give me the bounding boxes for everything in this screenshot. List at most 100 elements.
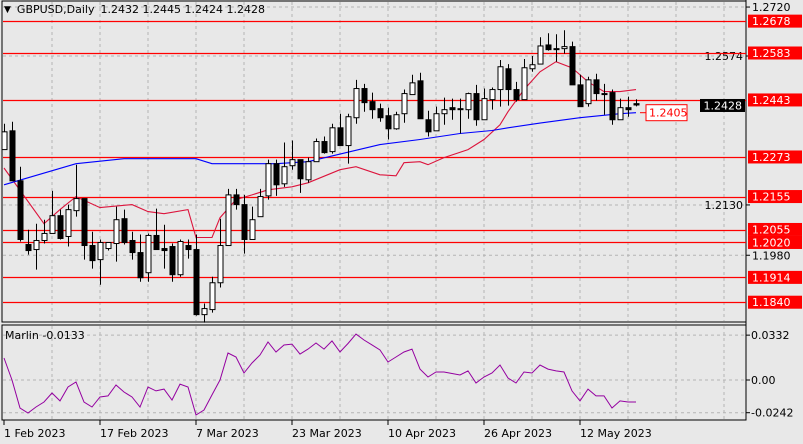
date-label: 12 May 2023 bbox=[580, 427, 652, 440]
candle-body-bearish bbox=[609, 92, 616, 121]
candle bbox=[105, 242, 112, 251]
candle-body-bearish bbox=[233, 194, 240, 206]
candle bbox=[185, 239, 192, 259]
candle bbox=[145, 233, 152, 282]
date-label: 17 Feb 2023 bbox=[100, 427, 168, 440]
candle bbox=[513, 81, 520, 102]
candle bbox=[249, 206, 256, 240]
open-price: 1.2432 bbox=[100, 3, 139, 16]
candle bbox=[353, 79, 360, 124]
level-price-badge bbox=[748, 150, 802, 164]
price-tick-label: 1.2720 bbox=[752, 1, 791, 14]
candle bbox=[9, 121, 16, 182]
candle-body-bearish bbox=[425, 119, 432, 133]
candle-body-bearish bbox=[121, 218, 128, 244]
candle bbox=[225, 188, 232, 247]
level-price-label: 1.2020 bbox=[752, 236, 791, 249]
candle bbox=[377, 103, 384, 122]
candle bbox=[433, 106, 440, 132]
candle bbox=[49, 190, 56, 234]
level-price-badge bbox=[748, 235, 802, 249]
chart-header: ▼ GBPUSD,Daily 1.2432 1.2445 1.2424 1.24… bbox=[4, 3, 265, 16]
candle bbox=[561, 30, 568, 54]
level-price-label: 1.1914 bbox=[752, 271, 791, 284]
level-price-badge bbox=[748, 46, 802, 60]
level-price-badge bbox=[748, 93, 802, 107]
candle bbox=[177, 239, 184, 277]
oscillator-line bbox=[3, 333, 636, 416]
candle-body-bullish bbox=[313, 141, 320, 163]
candle bbox=[257, 188, 264, 218]
level-price-label: 1.2583 bbox=[752, 47, 791, 60]
candle bbox=[1, 123, 8, 151]
date-label: 10 Apr 2023 bbox=[388, 427, 456, 440]
candle-body-bullish bbox=[33, 239, 40, 251]
candle bbox=[113, 206, 120, 262]
candle-body-bearish bbox=[321, 141, 328, 154]
candle-body-bearish bbox=[297, 159, 304, 180]
candle-body-bullish bbox=[65, 209, 72, 237]
candle-body-bullish bbox=[457, 108, 464, 111]
candle-body-bearish bbox=[385, 115, 392, 130]
candle-body-bullish bbox=[73, 198, 80, 212]
candle-body-bearish bbox=[9, 130, 16, 182]
candle bbox=[609, 89, 616, 125]
candle bbox=[89, 231, 96, 269]
current-price-badge bbox=[700, 98, 745, 112]
candle-body-bearish bbox=[273, 163, 280, 186]
candle bbox=[569, 41, 576, 86]
candle-body-bearish bbox=[417, 80, 424, 120]
candle-body-bullish bbox=[553, 48, 560, 51]
candle bbox=[297, 159, 304, 193]
date-label: 1 Feb 2023 bbox=[4, 427, 65, 440]
candle bbox=[137, 234, 144, 282]
level-price-label: 1.1840 bbox=[752, 296, 791, 309]
candle-body-bearish bbox=[153, 234, 160, 251]
oscillator-tick-label: 0.0332 bbox=[751, 329, 790, 342]
candle bbox=[449, 98, 456, 120]
candle-body-bearish bbox=[129, 239, 136, 254]
candle bbox=[233, 188, 240, 210]
candle-body-bullish bbox=[441, 109, 448, 115]
candle-body-bearish bbox=[505, 68, 512, 91]
candle-body-bullish bbox=[393, 114, 400, 130]
price-tick-label: 1.2574 bbox=[705, 50, 744, 63]
oscillator-tick-label: 0.00 bbox=[751, 374, 776, 387]
candle bbox=[209, 276, 216, 313]
candle bbox=[385, 107, 392, 140]
candle bbox=[273, 159, 280, 196]
low-price: 1.2424 bbox=[184, 3, 223, 16]
date-label: 23 Mar 2023 bbox=[292, 427, 362, 440]
current-price-label: 1.2428 bbox=[704, 99, 743, 112]
candle bbox=[577, 74, 584, 108]
candle-body-bullish bbox=[585, 79, 592, 105]
candle-body-bullish bbox=[561, 46, 568, 50]
candle-body-bullish bbox=[105, 242, 112, 250]
candle bbox=[553, 34, 560, 62]
candle bbox=[97, 239, 104, 285]
candle bbox=[313, 138, 320, 163]
candle-body-bearish bbox=[89, 245, 96, 262]
candle-body-bearish bbox=[169, 246, 176, 276]
candle bbox=[169, 243, 176, 282]
level-price-badge bbox=[748, 190, 802, 204]
candle bbox=[129, 231, 136, 260]
candle-body-bearish bbox=[473, 93, 480, 121]
candle-body-bearish bbox=[25, 244, 32, 252]
candle bbox=[425, 110, 432, 137]
candle-body-bullish bbox=[41, 232, 48, 241]
candle-body-bullish bbox=[465, 93, 472, 111]
candle bbox=[73, 164, 80, 217]
candle-body-bullish bbox=[401, 93, 408, 115]
candle bbox=[361, 83, 368, 112]
candle-body-bearish bbox=[633, 103, 640, 106]
candle bbox=[401, 89, 408, 123]
chart-menu-triangle-icon[interactable]: ▼ bbox=[4, 4, 11, 15]
candle-body-bullish bbox=[201, 308, 208, 316]
candle-body-bullish bbox=[177, 241, 184, 276]
candle bbox=[305, 157, 312, 183]
level-price-label: 1.2055 bbox=[752, 223, 791, 236]
main-panel-frame bbox=[1, 0, 747, 323]
candle bbox=[457, 98, 464, 134]
